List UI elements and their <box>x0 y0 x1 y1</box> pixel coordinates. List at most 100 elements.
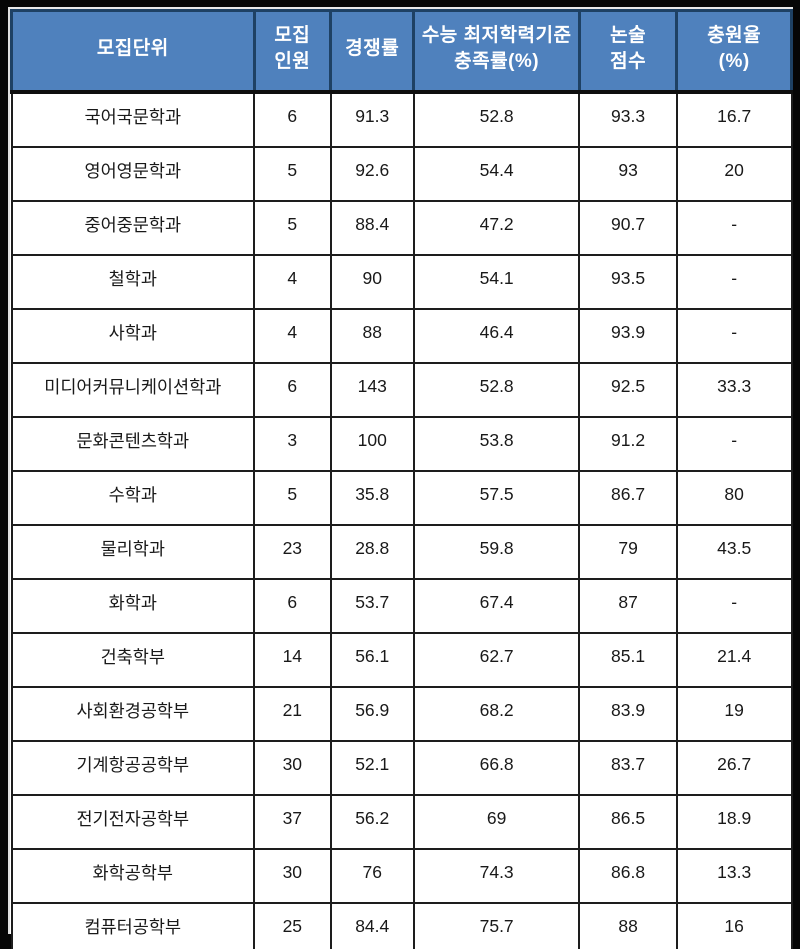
quota-cell: 4 <box>253 254 332 310</box>
department-cell: 건축학부 <box>10 632 256 688</box>
csat-fulfillment-cell: 74.3 <box>412 848 581 904</box>
department-cell: 전기전자공학부 <box>10 794 256 850</box>
table-body: 국어국문학과 6 91.3 52.8 93.3 16.7 영어영문학과 5 92.6 54.4 93… <box>10 91 793 949</box>
table-row: 화학공학부 30 76 74.3 86.8 13.3 <box>10 848 793 904</box>
competition-rate-cell: 56.2 <box>329 794 415 850</box>
essay-score-cell: 88 <box>578 902 678 949</box>
table-row: 수학과 5 35.8 57.5 86.7 80 <box>10 470 793 526</box>
competition-rate-cell: 76 <box>329 848 415 904</box>
competition-rate-cell: 90 <box>329 254 415 310</box>
quota-cell: 14 <box>253 632 332 688</box>
quota-cell: 25 <box>253 902 332 949</box>
essay-score-cell: 90.7 <box>578 200 678 256</box>
department-cell: 화학과 <box>10 578 256 634</box>
enrollment-rate-cell: 26.7 <box>675 740 793 796</box>
quota-cell: 30 <box>253 848 332 904</box>
department-cell: 기계항공공학부 <box>10 740 256 796</box>
csat-fulfillment-cell: 54.1 <box>412 254 581 310</box>
csat-fulfillment-cell: 52.8 <box>412 91 581 148</box>
quota-cell: 5 <box>253 146 332 202</box>
table-header: 모집단위 모집 인원 경쟁률 수능 최저학력기준 충족률(%) 논술 점수 충원… <box>10 9 793 94</box>
competition-rate-cell: 84.4 <box>329 902 415 949</box>
department-cell: 물리학과 <box>10 524 256 580</box>
enrollment-rate-cell: 18.9 <box>675 794 793 850</box>
csat-fulfillment-cell: 69 <box>412 794 581 850</box>
table-row: 사회환경공학부 21 56.9 68.2 83.9 19 <box>10 686 793 742</box>
competition-rate-cell: 92.6 <box>329 146 415 202</box>
header-row: 모집단위 모집 인원 경쟁률 수능 최저학력기준 충족률(%) 논술 점수 충원… <box>10 9 793 94</box>
competition-rate-cell: 28.8 <box>329 524 415 580</box>
quota-cell: 4 <box>253 308 332 364</box>
enrollment-rate-cell: 13.3 <box>675 848 793 904</box>
competition-rate-cell: 56.9 <box>329 686 415 742</box>
table-row: 컴퓨터공학부 25 84.4 75.7 88 16 <box>10 902 793 949</box>
csat-fulfillment-cell: 59.8 <box>412 524 581 580</box>
table-row: 물리학과 23 28.8 59.8 79 43.5 <box>10 524 793 580</box>
csat-fulfillment-cell: 54.4 <box>412 146 581 202</box>
department-cell: 문화콘텐츠학과 <box>10 416 256 472</box>
quota-cell: 37 <box>253 794 332 850</box>
enrollment-rate-cell: - <box>675 578 793 634</box>
enrollment-rate-cell: 16.7 <box>675 91 793 148</box>
quota-cell: 6 <box>253 578 332 634</box>
csat-fulfillment-cell: 66.8 <box>412 740 581 796</box>
competition-rate-cell: 88.4 <box>329 200 415 256</box>
quota-cell: 6 <box>253 91 332 148</box>
column-header-csat-min-fulfillment: 수능 최저학력기준 충족률(%) <box>412 9 581 94</box>
table-row: 사학과 4 88 46.4 93.9- <box>10 308 793 364</box>
enrollment-rate-cell: 16 <box>675 902 793 949</box>
quota-cell: 6 <box>253 362 332 418</box>
admissions-results-table: 모집단위 모집 인원 경쟁률 수능 최저학력기준 충족률(%) 논술 점수 충원… <box>10 9 793 949</box>
quota-cell: 21 <box>253 686 332 742</box>
enrollment-rate-cell: - <box>675 254 793 310</box>
essay-score-cell: 79 <box>578 524 678 580</box>
essay-score-cell: 87 <box>578 578 678 634</box>
essay-score-cell: 85.1 <box>578 632 678 688</box>
quota-cell: 5 <box>253 200 332 256</box>
csat-fulfillment-cell: 46.4 <box>412 308 581 364</box>
csat-fulfillment-cell: 53.8 <box>412 416 581 472</box>
enrollment-rate-cell: 80 <box>675 470 793 526</box>
essay-score-cell: 83.9 <box>578 686 678 742</box>
column-header-enrollment-rate: 충원율 (%) <box>675 9 793 94</box>
competition-rate-cell: 100 <box>329 416 415 472</box>
table-row: 문화콘텐츠학과 3 100 53.8 91.2- <box>10 416 793 472</box>
table-row: 중어중문학과 5 88.4 47.2 90.7- <box>10 200 793 256</box>
enrollment-rate-cell: 33.3 <box>675 362 793 418</box>
department-cell: 영어영문학과 <box>10 146 256 202</box>
csat-fulfillment-cell: 62.7 <box>412 632 581 688</box>
csat-fulfillment-cell: 75.7 <box>412 902 581 949</box>
csat-fulfillment-cell: 52.8 <box>412 362 581 418</box>
essay-score-cell: 86.5 <box>578 794 678 850</box>
table-row: 국어국문학과 6 91.3 52.8 93.3 16.7 <box>10 91 793 148</box>
quota-cell: 30 <box>253 740 332 796</box>
essay-score-cell: 91.2 <box>578 416 678 472</box>
essay-score-cell: 83.7 <box>578 740 678 796</box>
essay-score-cell: 93.5 <box>578 254 678 310</box>
csat-fulfillment-cell: 57.5 <box>412 470 581 526</box>
essay-score-cell: 86.8 <box>578 848 678 904</box>
department-cell: 사회환경공학부 <box>10 686 256 742</box>
competition-rate-cell: 52.1 <box>329 740 415 796</box>
csat-fulfillment-cell: 68.2 <box>412 686 581 742</box>
table-row: 건축학부 14 56.1 62.7 85.1 21.4 <box>10 632 793 688</box>
quota-cell: 23 <box>253 524 332 580</box>
competition-rate-cell: 88 <box>329 308 415 364</box>
essay-score-cell: 92.5 <box>578 362 678 418</box>
essay-score-cell: 93.9 <box>578 308 678 364</box>
column-header-recruitment-unit: 모집단위 <box>10 9 256 94</box>
enrollment-rate-cell: - <box>675 308 793 364</box>
competition-rate-cell: 143 <box>329 362 415 418</box>
essay-score-cell: 86.7 <box>578 470 678 526</box>
department-cell: 중어중문학과 <box>10 200 256 256</box>
competition-rate-cell: 35.8 <box>329 470 415 526</box>
essay-score-cell: 93 <box>578 146 678 202</box>
table-row: 영어영문학과 5 92.6 54.4 93 20 <box>10 146 793 202</box>
enrollment-rate-cell: 21.4 <box>675 632 793 688</box>
enrollment-rate-cell: 43.5 <box>675 524 793 580</box>
csat-fulfillment-cell: 67.4 <box>412 578 581 634</box>
table-row: 전기전자공학부 37 56.2 69 86.5 18.9 <box>10 794 793 850</box>
department-cell: 사학과 <box>10 308 256 364</box>
table-row: 철학과 4 90 54.1 93.5- <box>10 254 793 310</box>
